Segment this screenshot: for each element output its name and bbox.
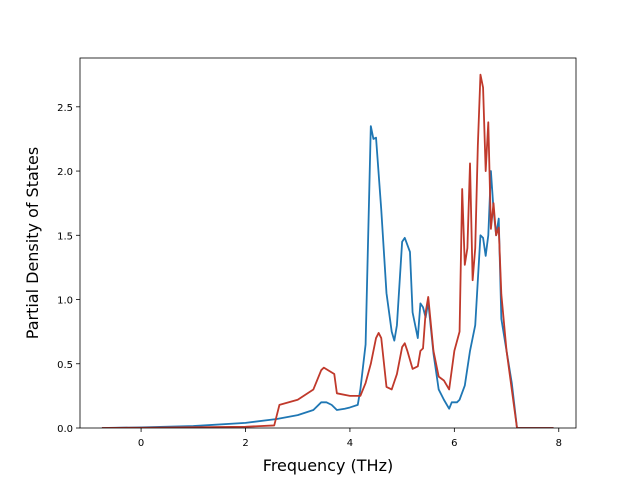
x-tick-label: 0	[138, 438, 144, 449]
x-tick-label: 4	[347, 438, 353, 449]
y-tick-label: 0.0	[57, 424, 73, 435]
plot-frame	[79, 57, 577, 429]
y-tick-label: 1.5	[57, 231, 73, 242]
series-line	[101, 125, 554, 428]
x-axis-label: Frequency (THz)	[263, 456, 393, 475]
x-tick-label: 6	[451, 438, 457, 449]
x-tick-label: 8	[556, 438, 562, 449]
y-axis-label: Partial Density of States	[23, 147, 42, 339]
y-tick-label: 2.0	[57, 167, 73, 178]
series-line	[101, 73, 554, 428]
y-tick-label: 1.0	[57, 296, 73, 307]
y-tick-label: 0.5	[57, 360, 73, 371]
x-tick-label: 2	[242, 438, 248, 449]
y-tick-label: 2.5	[57, 103, 73, 114]
